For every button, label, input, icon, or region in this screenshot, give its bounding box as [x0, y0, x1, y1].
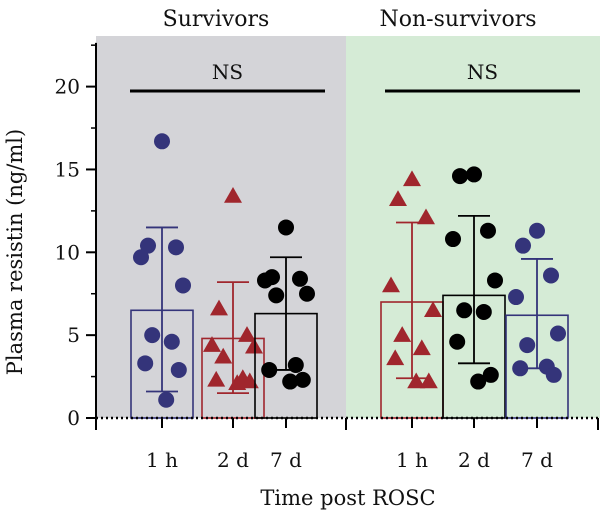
data-point-2-2-9: [482, 366, 499, 383]
data-point-1-3-1: [278, 219, 294, 236]
error-bar-2-2: [458, 214, 490, 365]
y-tick-label-20: 20: [55, 75, 80, 99]
group-background-2: [346, 36, 600, 418]
y-tick-label-15: 15: [55, 157, 80, 181]
data-point-1-3-6: [268, 287, 285, 304]
x-tick-label-2-2: 2 d: [458, 448, 490, 472]
data-point-1-3-3: [292, 270, 308, 287]
data-point-1-2-1: [224, 186, 242, 203]
data-point-2-1-8: [386, 349, 405, 366]
data-point-1-2-4: [203, 336, 221, 352]
data-point-2-3-5: [550, 325, 566, 342]
data-point-1-3-4: [257, 272, 273, 289]
axes-layer: [86, 42, 600, 430]
data-point-1-2-6: [214, 347, 233, 364]
data-point-2-2-2: [452, 168, 468, 185]
bars-layer: [130, 133, 569, 419]
data-point-1-1-3: [168, 239, 184, 256]
data-point-2-3-1: [529, 222, 545, 239]
significance-label-2: NS: [467, 60, 498, 84]
data-point-1-3-5: [299, 285, 315, 302]
data-point-1-1-6: [144, 327, 161, 344]
x-tick-label-2-3: 7 d: [521, 448, 553, 472]
data-point-2-1-7: [412, 339, 431, 356]
data-point-1-1-5: [175, 277, 191, 294]
data-point-1-1-4: [133, 249, 149, 266]
y-axis-title: Plasma resistin (ng/ml): [3, 129, 27, 375]
data-point-1-2-2: [210, 299, 228, 316]
data-point-2-1-5: [424, 301, 442, 318]
data-point-2-1-2: [389, 190, 407, 207]
data-point-2-2-4: [445, 231, 461, 248]
x-axis-title: Time post ROSC: [260, 486, 435, 510]
x-tick-label-1-2: 2 d: [217, 448, 249, 472]
error-bar-1-1: [146, 226, 178, 393]
data-point-1-1-10: [158, 391, 175, 408]
data-point-1-2-10: [228, 374, 247, 390]
group-backgrounds: [96, 36, 600, 418]
data-point-2-1-9: [419, 372, 438, 389]
data-point-2-3-8: [512, 360, 529, 377]
data-point-1-3-10: [282, 373, 299, 390]
data-point-2-2-1: [466, 166, 482, 183]
data-point-1-1-8: [137, 355, 154, 372]
labels-layer: Survivors NS 1 h 2 d 7 d Non-survivors NS 1 h 2 …: [55, 7, 580, 472]
data-point-2-2-5: [487, 272, 503, 289]
data-point-1-3-7: [287, 356, 304, 373]
y-tick-label-5: 5: [67, 323, 80, 347]
significance-label-1: NS: [212, 60, 243, 84]
data-point-2-2-6: [456, 302, 473, 319]
x-tick-label-1-1: 1 h: [146, 448, 178, 472]
data-point-2-1-3: [417, 208, 435, 225]
data-point-2-3-2: [515, 237, 531, 254]
data-point-1-3-8: [261, 361, 278, 378]
y-tick-label-0: 0: [67, 406, 80, 430]
data-point-2-1-6: [393, 326, 412, 342]
data-point-2-3-6: [519, 337, 536, 354]
data-point-2-3-3: [543, 267, 559, 284]
x-tick-label-2-1: 1 h: [396, 448, 428, 472]
data-point-2-3-4: [508, 289, 524, 306]
y-tick-label-10: 10: [55, 240, 80, 264]
group-title-2: Non-survivors: [379, 7, 536, 32]
data-point-1-2-8: [207, 370, 226, 387]
data-point-1-1-7: [163, 333, 180, 350]
data-point-2-1-10: [407, 372, 426, 389]
data-point-2-2-3: [480, 222, 496, 239]
error-bar-1-2: [217, 281, 249, 395]
data-point-1-3-9: [294, 371, 311, 388]
data-point-1-1-1: [154, 133, 170, 150]
data-point-1-1-9: [170, 361, 187, 378]
group-title-1: Survivors: [163, 7, 270, 32]
data-point-2-3-9: [545, 366, 562, 383]
data-point-1-2-5: [245, 337, 263, 354]
data-point-2-2-8: [449, 333, 466, 350]
data-point-2-1-1: [403, 170, 421, 187]
data-point-2-1-4: [382, 276, 400, 293]
data-point-2-2-7: [475, 303, 492, 320]
data-point-2-2-10: [470, 373, 487, 390]
data-point-1-1-2: [140, 237, 156, 254]
x-tick-label-1-3: 7 d: [270, 448, 302, 472]
data-point-1-2-3: [238, 326, 256, 342]
